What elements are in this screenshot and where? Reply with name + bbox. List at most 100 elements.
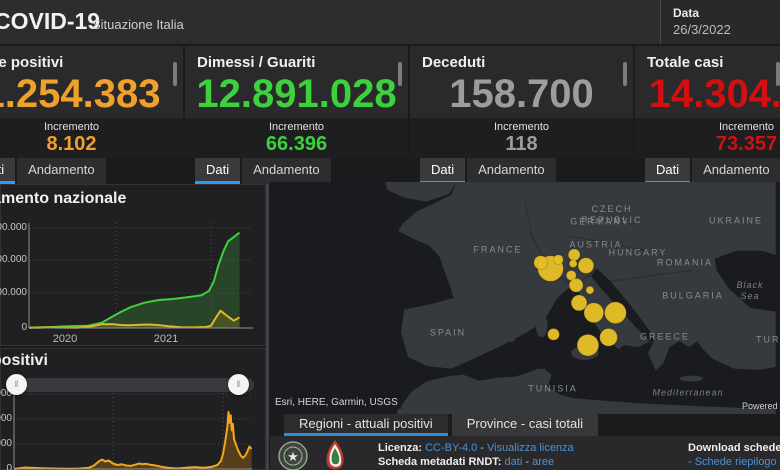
card-dimessi-guariti: Dimessi / Guariti 12.891.028 Incremento …	[185, 46, 408, 158]
map-tabs-row: Regioni - attuali positivi Province - ca…	[270, 414, 780, 436]
stat-cards-row: Attualmente positivi 1.254.383 Increment…	[0, 46, 780, 158]
map-country-label: Black Sea	[736, 280, 764, 301]
tab-dati[interactable]: Dati	[420, 158, 466, 184]
charts-column: Andamento nazionale 15.000.000 10.000.00…	[0, 184, 266, 470]
scrollbar-thumb[interactable]	[173, 62, 177, 86]
increment-strip: Incremento 118	[410, 118, 633, 158]
italy-emblem-logo: ★	[278, 441, 308, 470]
map-country-label: ROMANIA	[656, 257, 714, 268]
powered-by-esri: Powered by Esri	[742, 401, 780, 411]
covid-bubble-marker[interactable]	[567, 248, 581, 262]
increment-label: Incremento	[43, 121, 100, 133]
view-license-link[interactable]: Visualizza licenza	[487, 442, 574, 454]
y-tick: 5.000.000	[0, 287, 27, 298]
page-subtitle: Situazione Italia	[92, 17, 184, 32]
tab-andamento[interactable]: Andamento	[17, 158, 106, 184]
map-country-label: UKRAINE	[708, 215, 764, 226]
page-title: COVID-19	[0, 8, 101, 34]
map-attribution: Esri, HERE, Garmin, USGS	[271, 396, 402, 409]
card-title: Dimessi / Guariti	[197, 54, 316, 71]
italy-covid-map[interactable]: GERMANY CZECH REPUBLIC UKRAINE FRANCE AUSTRI…	[270, 182, 780, 414]
tab-dati[interactable]: Dati	[0, 158, 16, 184]
covid-bubble-marker[interactable]	[568, 259, 578, 269]
license-link[interactable]: CC-BY-4.0	[425, 442, 478, 454]
card-value: 1.254.383	[0, 72, 161, 116]
x-tick: 2020	[52, 333, 78, 345]
increment-label: Incremento	[268, 121, 325, 133]
date-label: Data	[673, 6, 700, 20]
tabset-attualmente-positivi: Dati Andamento	[0, 158, 183, 184]
card-title: Attualmente positivi	[0, 54, 64, 71]
tab-andamento[interactable]: Andamento	[692, 158, 780, 184]
covid-bubble-marker[interactable]	[577, 257, 595, 274]
increment-strip: Incremento 8.102	[0, 118, 183, 158]
download-label: Download schede e dati:	[688, 442, 780, 454]
tab-province-casi-totali[interactable]: Province - casi totali	[451, 414, 599, 436]
map-country-label: TUNISIA	[528, 383, 578, 394]
chart-title: Nuovi positivi	[0, 352, 48, 369]
download-pdf-link[interactable]: - Schede riepilogo PDF	[688, 456, 780, 468]
map-canvas[interactable]	[270, 182, 780, 414]
card-tabs-row: Dati Andamento Dati Andamento Dati Andam…	[0, 158, 780, 184]
tab-regioni-attuali-positivi[interactable]: Regioni - attuali positivi	[284, 414, 448, 436]
increment-value: 73.357	[715, 133, 778, 155]
card-value: 12.891.028	[196, 72, 397, 116]
tab-andamento[interactable]: Andamento	[242, 158, 331, 184]
covid-bubble-marker[interactable]	[604, 301, 627, 325]
metadata-dati-link[interactable]: dati	[504, 456, 523, 468]
range-slider-handle-right[interactable]: ‖	[228, 374, 249, 395]
metadata-aree-link[interactable]: aree	[532, 456, 555, 468]
increment-value: 66.396	[265, 133, 328, 155]
date-value: 26/3/2022	[673, 22, 731, 37]
time-range-slider-track[interactable]	[10, 378, 254, 392]
tabset-dimessi-guariti: Dati Andamento	[185, 158, 408, 184]
metadata-label: Scheda metadati RNDT:	[378, 456, 502, 468]
card-title: Deceduti	[422, 54, 486, 71]
new-positives-chart	[13, 389, 252, 470]
scrollbar-thumb[interactable]	[623, 62, 627, 86]
y-tick: 10.000.000	[0, 254, 27, 265]
covid-bubble-marker[interactable]	[565, 269, 577, 281]
separator: -	[480, 442, 484, 454]
covid-bubble-marker[interactable]	[576, 333, 600, 357]
y-tick: 0	[6, 463, 12, 470]
increment-value: 118	[505, 133, 538, 155]
license-label: Licenza:	[378, 442, 423, 454]
map-country-label: Mediterranean	[652, 387, 724, 398]
increment-strip: Incremento 73.357	[635, 118, 780, 158]
covid-bubble-marker[interactable]	[585, 285, 595, 295]
license-block: Licenza: CC-BY-4.0 - Visualizza licenza …	[378, 441, 574, 469]
scrollbar-thumb[interactable]	[398, 62, 402, 86]
chart-title: Andamento nazionale	[0, 190, 127, 207]
range-slider-handle-left[interactable]: ‖	[6, 374, 27, 395]
covid-bubble-marker[interactable]	[533, 255, 549, 270]
increment-value: 8.102	[46, 133, 97, 155]
covid-bubble-marker[interactable]	[570, 294, 588, 312]
covid-bubble-marker[interactable]	[599, 327, 618, 347]
y-tick: 100.000	[0, 438, 12, 449]
increment-label: Incremento	[493, 121, 550, 133]
covid-bubble-marker[interactable]	[547, 327, 560, 341]
tab-dati[interactable]: Dati	[645, 158, 691, 184]
map-country-label: BULGARIA	[662, 290, 724, 301]
map-country-label: GERMANY	[570, 216, 630, 227]
covid-bubble-marker[interactable]	[553, 254, 564, 266]
map-country-label: GREECE	[639, 331, 691, 342]
tab-dati[interactable]: Dati	[195, 158, 241, 184]
svg-text:★: ★	[287, 449, 299, 464]
y-tick: 15.000.000	[0, 222, 27, 233]
slider-grip-icon: ‖	[14, 379, 19, 389]
map-country-label: AUSTRIA	[569, 239, 623, 250]
y-tick: 300.000	[0, 388, 12, 399]
card-totale-casi: Totale casi 14.304.111 Incremento 73.357	[635, 46, 780, 158]
map-country-label: TURKEY	[756, 334, 780, 345]
x-tick: 2021	[153, 333, 179, 345]
national-trend-chart	[28, 223, 253, 329]
map-country-label: CZECH REPUBLIC	[581, 204, 643, 225]
card-value: 14.304.111	[648, 72, 780, 116]
tab-andamento[interactable]: Andamento	[467, 158, 556, 184]
covid-bubble-marker[interactable]	[568, 277, 584, 293]
map-country-label: FRANCE	[473, 244, 523, 255]
covid-bubble-marker[interactable]	[583, 302, 605, 324]
scrollbar-thumb[interactable]	[776, 62, 780, 86]
